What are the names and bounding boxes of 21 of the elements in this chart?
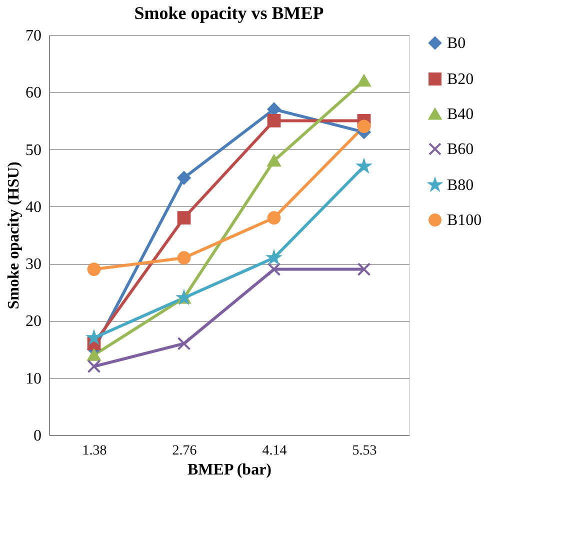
y-tick-label: 0 xyxy=(34,428,42,444)
y-tick-label: 30 xyxy=(26,256,42,274)
y-tick-label: 70 xyxy=(26,28,42,44)
y-tick-label: 40 xyxy=(26,198,42,216)
x-axis-title: BMEP (bar) xyxy=(188,462,272,478)
legend-label: B80 xyxy=(447,177,474,194)
x-tick-label: 2.76 xyxy=(172,444,197,458)
legend-label: B0 xyxy=(447,35,466,52)
y-tick-label: 20 xyxy=(26,313,42,330)
legend-label: B100 xyxy=(447,212,482,229)
y-axis-title: Smoke opacity (HSU) xyxy=(6,162,22,310)
y-tick-label: 60 xyxy=(26,84,42,102)
legend-label: B60 xyxy=(447,141,474,158)
legend-label: B20 xyxy=(447,71,474,88)
y-tick-label: 10 xyxy=(26,370,42,388)
y-tick-label: 50 xyxy=(26,142,42,159)
x-tick-label: 1.38 xyxy=(82,444,107,458)
chart-title: Smoke opacity vs BMEP xyxy=(134,3,324,23)
x-tick-label: 5.53 xyxy=(352,444,377,458)
legend-label: B40 xyxy=(447,106,474,123)
x-tick-label: 4.14 xyxy=(262,444,287,458)
